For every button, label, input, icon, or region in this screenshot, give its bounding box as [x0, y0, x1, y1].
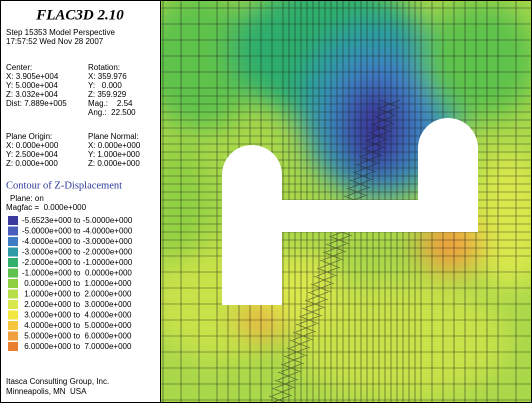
legend-swatch [8, 279, 18, 288]
legend-swatch [8, 237, 18, 246]
contour-plot [140, 0, 532, 403]
legend-label: -3.0000e+000 to -2.0000e+000 [22, 248, 133, 257]
legend-swatch [8, 227, 18, 236]
legend-label: -5.6523e+000 to -5.0000e+000 [22, 216, 133, 225]
legend-label: 4.0000e+000 to 5.0000e+000 [22, 321, 132, 330]
legend-swatch [8, 248, 18, 257]
contour-title: Contour of Z-Displacement [6, 180, 122, 191]
timestamp: 17:57:52 Wed Nov 28 2007 [6, 37, 104, 46]
value: X: 3.905e+004 [6, 72, 59, 81]
value: Y: 1.000e+000 [88, 150, 140, 159]
value: Magfac = 0.000e+000 [6, 203, 87, 212]
value: X: 0.000e+000 [88, 141, 141, 150]
value: Y: 5.000e+004 [6, 81, 58, 90]
legend-label: -1.0000e+000 to 0.0000e+000 [22, 269, 132, 278]
screenshot: FLAC3D 2.10 Step 15353 Model Perspective… [0, 0, 532, 403]
value: Z: 0.000e+000 [6, 159, 58, 168]
legend-swatch [8, 290, 18, 299]
value: Dist: 7.889e+005 [6, 99, 67, 108]
legend-label: 2.0000e+000 to 3.0000e+000 [22, 300, 132, 309]
legend-swatch [8, 342, 18, 351]
legend-swatch [8, 258, 18, 267]
legend-label: 3.0000e+000 to 4.0000e+000 [22, 311, 132, 320]
footer: Itasca Consulting Group, Inc. [6, 377, 109, 386]
value: Y: 2.500e+004 [6, 150, 58, 159]
legend-label: -4.0000e+000 to -3.0000e+000 [22, 237, 133, 246]
legend-label: 6.0000e+000 to 7.0000e+000 [22, 342, 132, 351]
label: Plane Normal: [88, 132, 139, 141]
legend-swatch [8, 269, 18, 278]
value: Y: 0.000 [88, 81, 122, 90]
legend-swatch [8, 311, 18, 320]
legend-label: -5.0000e+000 to -4.0000e+000 [22, 227, 133, 236]
legend-swatch [8, 321, 18, 330]
value: Plane: on [10, 194, 44, 203]
value: X: 359.976 [88, 72, 127, 81]
title: FLAC3D 2.10 [35, 7, 124, 23]
legend-label: 5.0000e+000 to 6.0000e+000 [22, 332, 132, 341]
value: Ang.: 22.500 [88, 108, 136, 117]
legend-label: 0.0000e+000 to 1.0000e+000 [22, 279, 132, 288]
label: Center: [6, 63, 32, 72]
legend-swatch [8, 300, 18, 309]
value: Z: 0.000e+000 [88, 159, 140, 168]
value: Z: 3.032e+004 [6, 90, 58, 99]
value: Z: 359.929 [88, 90, 127, 99]
legend-swatch [8, 332, 18, 341]
value: Mag.: 2.54 [88, 99, 133, 108]
label: Rotation: [88, 63, 120, 72]
legend-label: -2.0000e+000 to -1.0000e+000 [22, 258, 133, 267]
footer: Minneapolis, MN USA [6, 387, 87, 396]
legend-swatch [8, 216, 18, 225]
label: Plane Origin: [6, 132, 52, 141]
step: Step 15353 Model Perspective [6, 28, 116, 37]
value: X: 0.000e+000 [6, 141, 59, 150]
legend-label: 1.0000e+000 to 2.0000e+000 [22, 290, 132, 299]
